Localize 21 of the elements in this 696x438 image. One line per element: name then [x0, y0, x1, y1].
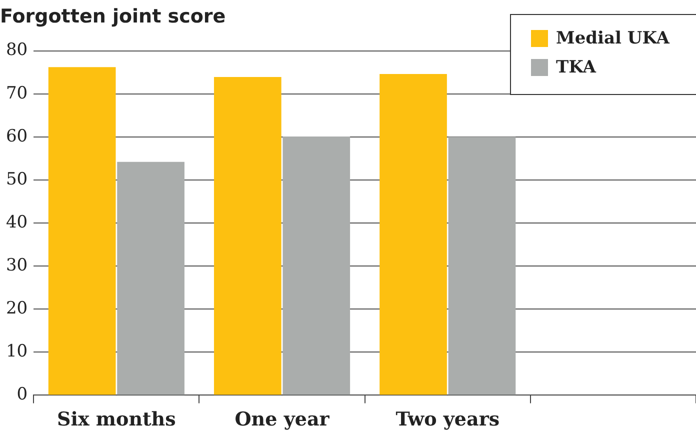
legend-label: TKA	[556, 57, 597, 78]
y-tick-label: 50	[6, 169, 28, 190]
bar	[117, 162, 184, 395]
bar	[380, 74, 447, 395]
x-tick-label: One year	[234, 408, 330, 431]
y-tick-label: 30	[6, 255, 28, 276]
bar	[282, 136, 350, 395]
y-tick-label: 0	[16, 384, 28, 405]
x-tick-label: Two years	[396, 408, 500, 431]
y-tick-label: 40	[6, 212, 28, 232]
bar	[448, 136, 516, 395]
chart-title: Forgotten joint score	[0, 5, 226, 28]
bar	[48, 67, 116, 395]
y-tick-label: 80	[6, 40, 28, 60]
y-tick-label: 70	[6, 83, 28, 104]
y-tick-label: 60	[6, 126, 28, 146]
y-tick-label: 10	[6, 342, 28, 362]
x-tick-label: Six months	[57, 408, 176, 431]
y-tick-label: 20	[6, 298, 28, 319]
legend-label: Medial UKA	[556, 28, 670, 48]
bar	[214, 77, 282, 395]
